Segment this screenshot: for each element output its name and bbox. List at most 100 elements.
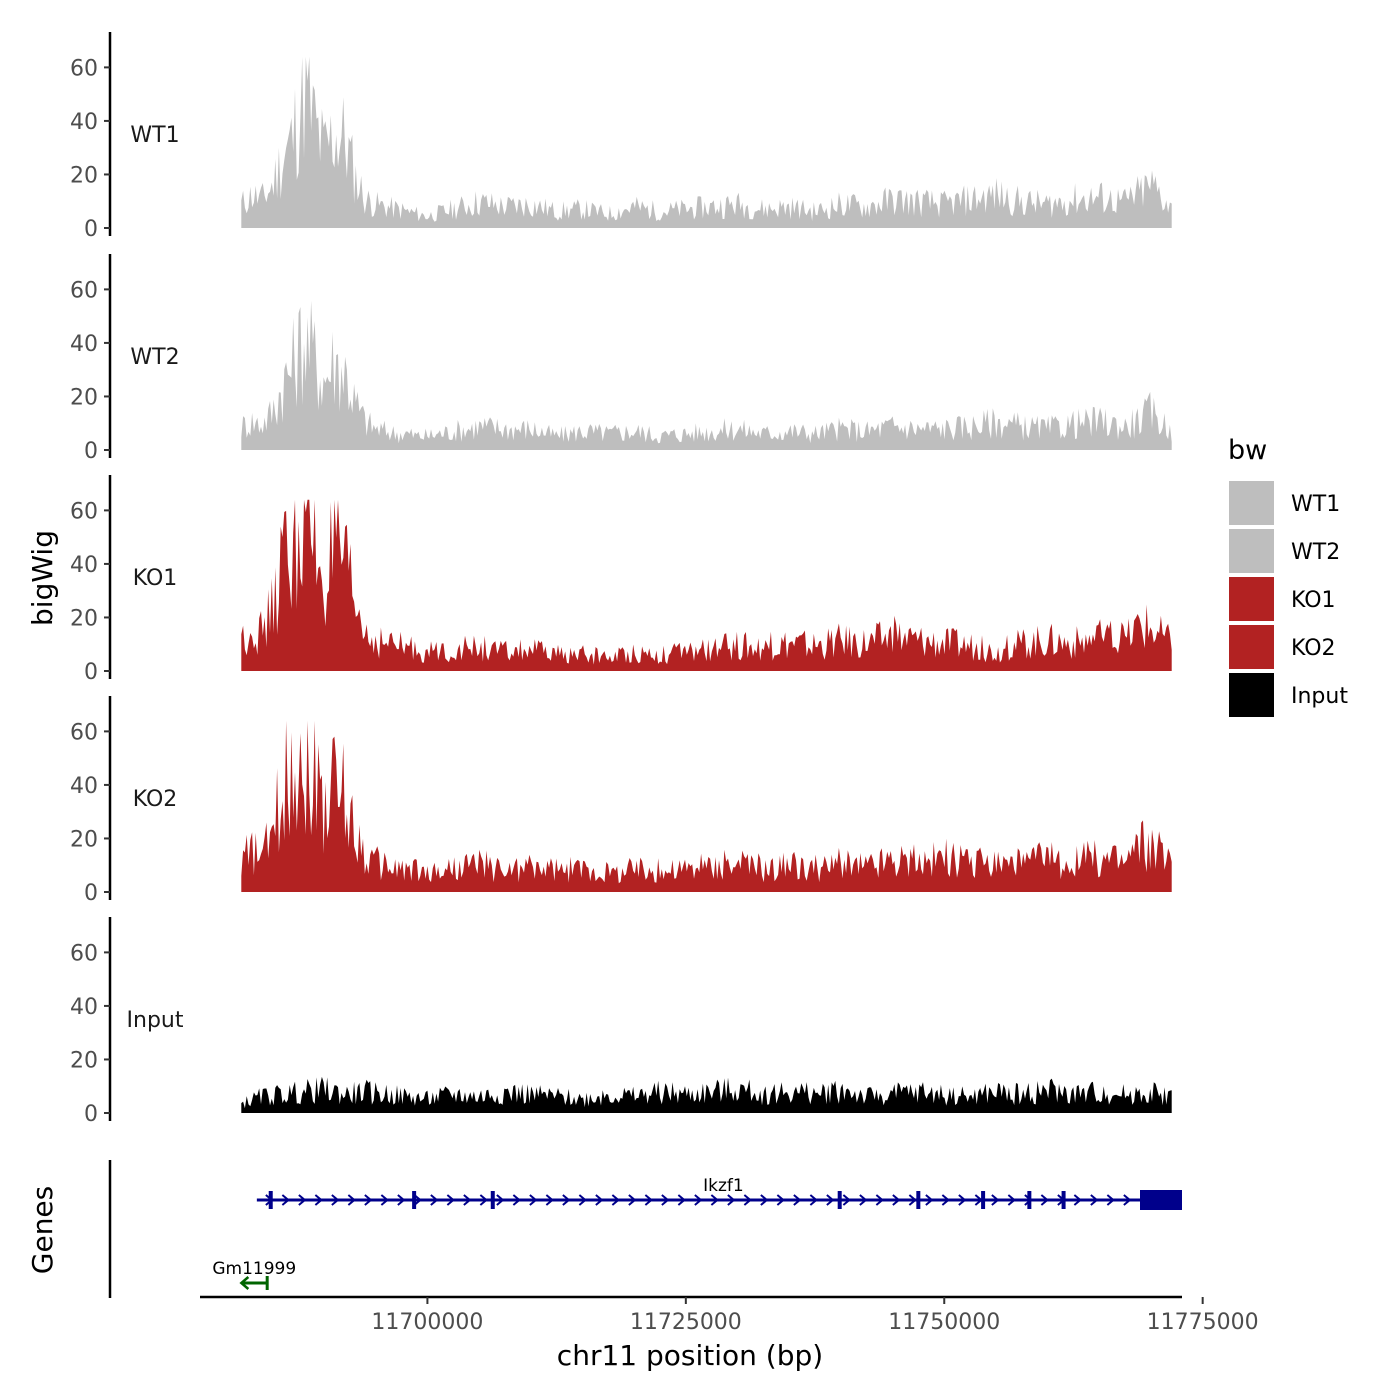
strand-arrow — [430, 1194, 439, 1206]
strand-arrow — [677, 1194, 686, 1206]
exon — [981, 1191, 986, 1209]
y-tick-label: 0 — [84, 881, 98, 906]
legend-label: WT2 — [1291, 540, 1340, 565]
y-axis-title: bigWig — [26, 530, 59, 626]
legend-key-wt1 — [1229, 481, 1274, 525]
y-tick-label: 60 — [70, 56, 98, 81]
x-axis-title: chr11 position (bp) — [557, 1339, 823, 1372]
y-tick-label: 40 — [70, 995, 98, 1020]
y-tick-label: 0 — [84, 660, 98, 685]
legend-label: Input — [1291, 684, 1348, 709]
legend-label: KO1 — [1291, 588, 1336, 613]
track-input: 0 20 40 60 Input — [70, 917, 1172, 1127]
strand-arrow — [463, 1194, 472, 1206]
exon-utr — [1140, 1190, 1182, 1210]
strand-arrow — [347, 1194, 356, 1206]
track-wt1: 0 20 40 60 WT1 — [70, 32, 1172, 242]
x-tick-label: 11700000 — [371, 1310, 483, 1335]
strand-arrow — [859, 1194, 868, 1206]
y-tick-label: 20 — [70, 606, 98, 631]
strand-arrow — [331, 1194, 340, 1206]
track-ko1: 0 20 40 60 KO1 — [70, 475, 1172, 685]
y-tick-label: 20 — [70, 1048, 98, 1073]
strand-arrow — [595, 1194, 604, 1206]
exon — [268, 1191, 273, 1209]
exon — [412, 1191, 417, 1209]
signal-area-input — [241, 1076, 1172, 1113]
strand-arrow — [793, 1194, 802, 1206]
strand-arrow — [628, 1194, 637, 1206]
legend-key-input — [1229, 673, 1274, 717]
gene-ikzf1: Ikzf1 — [256, 1176, 1182, 1210]
gene-track: Ikzf1 Gm11999 — [108, 1160, 1182, 1298]
y-tick-label: 40 — [70, 110, 98, 135]
strand-arrow — [842, 1194, 851, 1206]
signal-area-wt1 — [241, 56, 1172, 229]
x-tick-label: 11725000 — [630, 1310, 742, 1335]
strand-arrow — [991, 1194, 1000, 1206]
gene-label: Gm11999 — [212, 1259, 296, 1279]
strand-arrow — [562, 1194, 571, 1206]
strand-arrow — [512, 1194, 521, 1206]
strand-arrow — [892, 1194, 901, 1206]
track-label: KO2 — [133, 787, 178, 812]
strand-arrow — [1073, 1194, 1082, 1206]
strand-arrow — [1123, 1194, 1132, 1206]
strand-arrow — [397, 1194, 406, 1206]
y-tick-label: 40 — [70, 774, 98, 799]
y-tick-label: 40 — [70, 332, 98, 357]
track-wt2: 0 20 40 60 WT2 — [70, 254, 1172, 464]
strand-arrow — [545, 1194, 554, 1206]
strand-arrow — [413, 1194, 422, 1206]
legend-key-ko1 — [1229, 577, 1274, 621]
legend-label: WT1 — [1291, 492, 1340, 517]
strand-arrow — [661, 1194, 670, 1206]
strand-arrow — [1106, 1194, 1115, 1206]
strand-arrow — [694, 1194, 703, 1206]
track-label: Input — [127, 1008, 184, 1033]
x-tick-label: 11750000 — [888, 1310, 1000, 1335]
y-tick-label: 60 — [70, 278, 98, 303]
x-axis: 11700000 11725000 11750000 11775000 — [200, 1295, 1259, 1335]
legend-key-ko2 — [1229, 625, 1274, 669]
exon — [837, 1191, 842, 1209]
strand-arrow — [1007, 1194, 1016, 1206]
strand-arrow — [298, 1194, 307, 1206]
y-tick-label: 20 — [70, 385, 98, 410]
legend-label: KO2 — [1291, 636, 1336, 661]
strand-arrow — [743, 1194, 752, 1206]
y-tick-label: 20 — [70, 163, 98, 188]
legend-title: bw — [1228, 435, 1267, 466]
signal-tracks: 0 20 40 60 WT1 0 20 40 60 WT2 0 20 40 60 KO1 0 20 40 60 KO2… — [70, 32, 1172, 1127]
strand-arrow — [875, 1194, 884, 1206]
strand-arrow — [364, 1194, 373, 1206]
strand-arrow — [380, 1194, 389, 1206]
y-tick-label: 0 — [84, 1102, 98, 1127]
y-tick-label: 40 — [70, 553, 98, 578]
legend-key-wt2 — [1229, 529, 1274, 573]
exon — [916, 1191, 921, 1209]
strand-arrow — [529, 1194, 538, 1206]
signal-area-ko2 — [241, 720, 1172, 892]
strand-arrow — [1040, 1194, 1049, 1206]
signal-area-wt2 — [241, 300, 1172, 450]
strand-arrow — [611, 1194, 620, 1206]
strand-arrow — [446, 1194, 455, 1206]
y-tick-label: 60 — [70, 499, 98, 524]
strand-arrow — [925, 1194, 934, 1206]
strand-arrow — [826, 1194, 835, 1206]
strand-arrow — [760, 1194, 769, 1206]
genes-axis-title: Genes — [26, 1186, 59, 1274]
strand-arrow — [314, 1194, 323, 1206]
exon — [1027, 1191, 1032, 1209]
signal-area-ko1 — [241, 499, 1172, 671]
strand-arrow — [239, 1276, 250, 1290]
strand-arrow — [710, 1194, 719, 1206]
strand-arrow — [941, 1194, 950, 1206]
exon — [490, 1191, 495, 1209]
exon — [1061, 1191, 1066, 1209]
track-label: WT2 — [130, 345, 179, 370]
strand-arrow — [496, 1194, 505, 1206]
y-tick-label: 60 — [70, 720, 98, 745]
